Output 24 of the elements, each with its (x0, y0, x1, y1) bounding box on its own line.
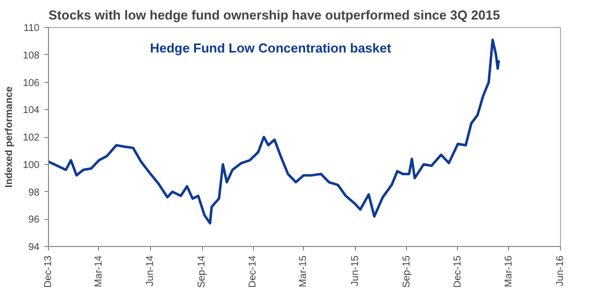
y-tick-label: 98 (28, 187, 40, 198)
line-series (48, 38, 500, 224)
y-tick-label: 108 (22, 50, 40, 62)
x-tick-label: Dec-15 (452, 255, 464, 288)
x-tick-label: Mar-16 (503, 255, 514, 288)
y-tick-label: 96 (28, 214, 40, 226)
y-tick-label: 94 (28, 242, 40, 253)
x-tick-label: Jun-16 (555, 255, 566, 286)
x-tick-label: Mar-14 (93, 255, 104, 288)
y-tick-label: 100 (22, 160, 40, 171)
annotation: Hedge Fund Low Concentration basket (150, 40, 392, 56)
x-tick-label: Dec-13 (43, 255, 54, 288)
y-tick-label: 104 (22, 105, 40, 116)
x-tick-label: Jun-15 (350, 255, 361, 286)
y-tick-label: 102 (22, 132, 40, 144)
x-tick-label: Mar-15 (298, 255, 310, 288)
y-axis-title: Indexed performance (4, 86, 15, 188)
x-tick-label: Jun-14 (145, 255, 156, 286)
y-tick-label: 106 (22, 78, 40, 89)
y-tick-label: 110 (24, 23, 40, 34)
x-tick-label: Sep-14 (196, 255, 208, 288)
x-tick-label: Dec-14 (248, 255, 259, 288)
x-tick-label: Sep-15 (401, 255, 412, 288)
chart-title: Stocks with low hedge fund ownership have outperformed since 3Q 2015 (48, 8, 500, 22)
